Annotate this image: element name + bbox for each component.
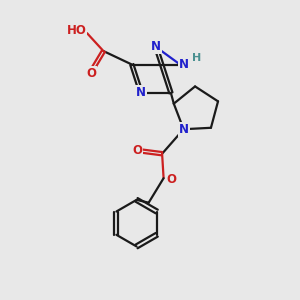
Text: HO: HO <box>67 24 86 37</box>
Text: N: N <box>179 58 189 71</box>
Text: N: N <box>136 86 146 99</box>
Text: H: H <box>192 53 201 63</box>
Text: N: N <box>178 123 189 136</box>
Text: O: O <box>166 173 176 186</box>
Text: O: O <box>132 144 142 157</box>
Text: N: N <box>151 40 161 53</box>
Text: O: O <box>86 67 96 80</box>
